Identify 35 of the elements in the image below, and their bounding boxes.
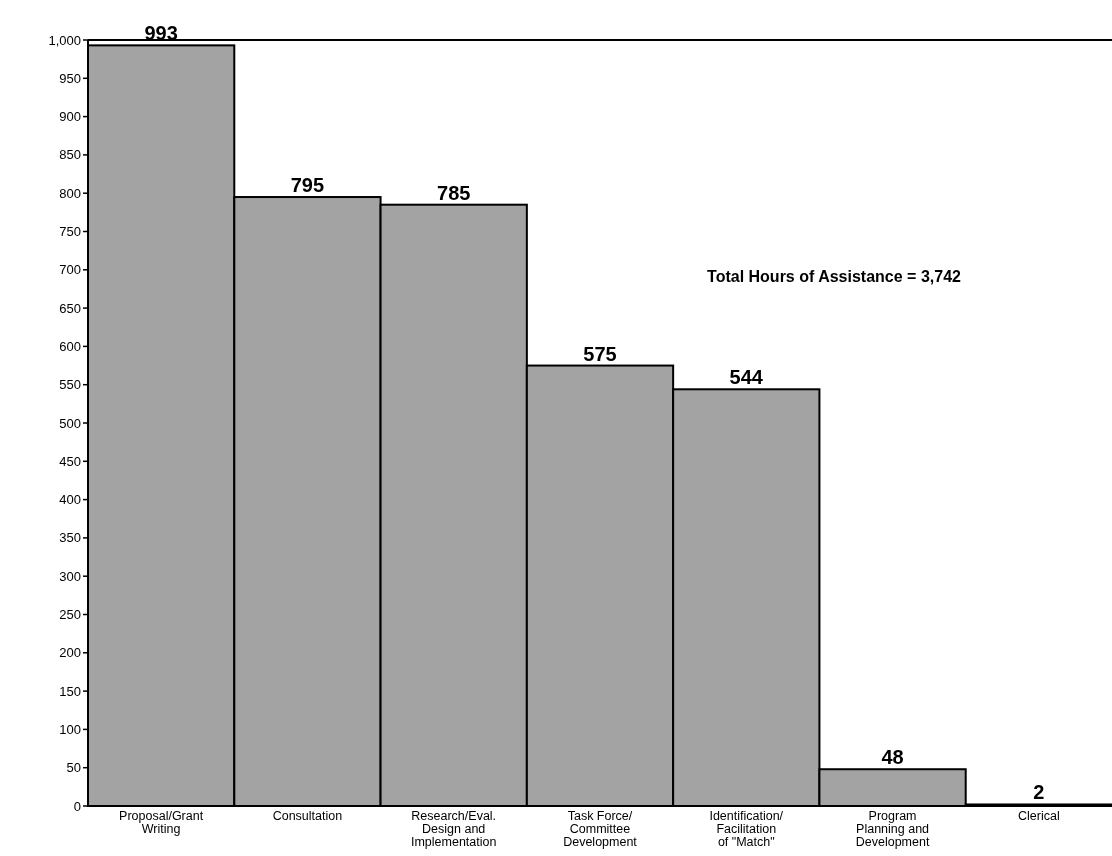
- y-tick-label: 800: [59, 185, 81, 201]
- y-tick-label: 200: [59, 645, 81, 661]
- y-tick-label: 50: [66, 760, 81, 776]
- y-tick-label: 900: [59, 109, 81, 125]
- y-tick-label: 0: [73, 798, 81, 814]
- data-label: 785: [437, 181, 471, 204]
- y-tick-label: 1,000: [48, 32, 81, 48]
- x-tick-label: Task Force/ Committee Development: [563, 809, 638, 849]
- x-tick-label: Program Planning and Development: [855, 809, 930, 849]
- x-tick-label: Proposal/Grant Writing: [119, 809, 204, 836]
- x-tick-label: Identification/ Facilitation of "Match": [709, 809, 784, 849]
- x-tick-label: Clerical: [1018, 809, 1060, 823]
- y-tick-label: 100: [59, 721, 81, 737]
- x-tick-label: Consultation: [272, 809, 343, 823]
- y-tick-label: 300: [59, 568, 81, 584]
- y-tick-label: 650: [59, 300, 81, 316]
- y-tick-label: 500: [59, 415, 81, 431]
- y-tick-label: 600: [59, 338, 81, 354]
- y-tick-label: 350: [59, 530, 81, 546]
- y-tick-label: 700: [59, 262, 81, 278]
- y-tick-label: 550: [59, 377, 81, 393]
- data-label: 2: [1033, 781, 1045, 804]
- y-tick-label: 150: [59, 683, 81, 699]
- x-tick-label: Research/Eval. Design and Implementation: [410, 809, 497, 849]
- data-label: 544: [729, 366, 764, 389]
- data-label: 795: [290, 174, 325, 197]
- y-tick-label: 950: [59, 70, 81, 86]
- y-tick-label: 450: [59, 453, 81, 469]
- y-tick-label: 250: [59, 607, 81, 623]
- y-tick-label: 400: [59, 492, 81, 508]
- data-label: 48: [881, 746, 904, 769]
- data-label: 575: [583, 342, 617, 365]
- y-tick-label: 750: [59, 224, 81, 240]
- y-tick-label: 850: [59, 147, 81, 163]
- annotation: Total Hours of Assistance = 3,742: [707, 268, 962, 285]
